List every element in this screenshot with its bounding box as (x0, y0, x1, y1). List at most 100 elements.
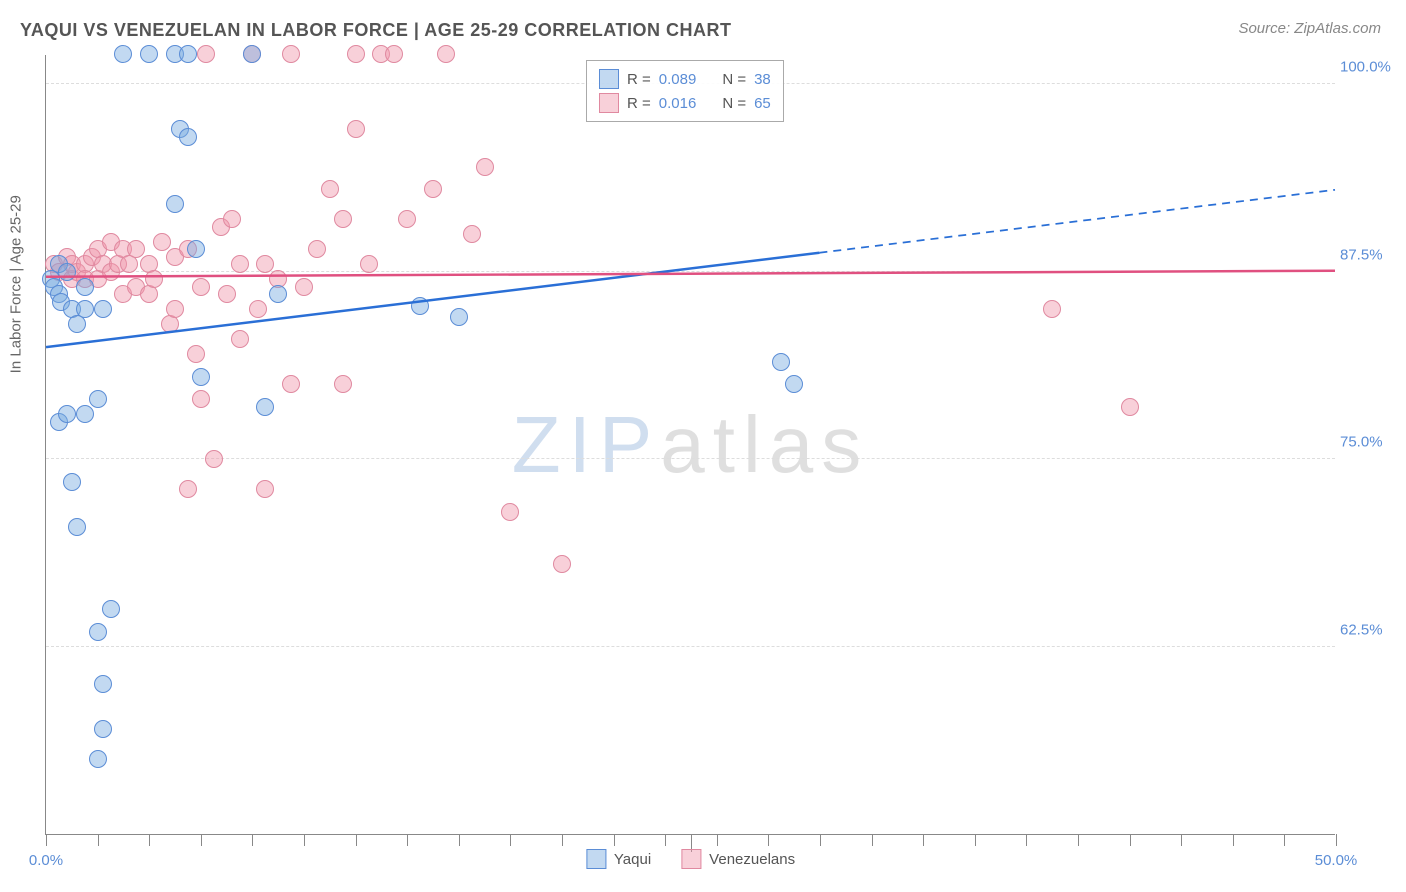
data-point-yaqui (256, 398, 274, 416)
data-point-yaqui (243, 45, 261, 63)
data-point-venezuelans (1043, 300, 1061, 318)
xtick (1078, 834, 1079, 846)
gridline (46, 458, 1335, 459)
data-point-venezuelans (553, 555, 571, 573)
ytick-label: 87.5% (1340, 246, 1400, 263)
xtick (1181, 834, 1182, 846)
chart-area: In Labor Force | Age 25-29 ZIPatlas 62.5… (45, 55, 1335, 835)
r-label: R = (627, 71, 651, 88)
ytick-label: 75.0% (1340, 434, 1400, 451)
xtick (975, 834, 976, 846)
xtick (304, 834, 305, 846)
r-label: R = (627, 95, 651, 112)
data-point-yaqui (94, 300, 112, 318)
legend-label-venezuelans: Venezuelans (709, 851, 795, 868)
trendline-yaqui (46, 253, 819, 347)
xtick (872, 834, 873, 846)
data-point-yaqui (63, 473, 81, 491)
data-point-venezuelans (192, 390, 210, 408)
xtick (252, 834, 253, 846)
watermark-zip: ZIP (512, 400, 660, 489)
legend-item-yaqui: Yaqui (586, 849, 651, 869)
data-point-yaqui (68, 518, 86, 536)
xtick (510, 834, 511, 846)
data-point-venezuelans (223, 210, 241, 228)
xtick (768, 834, 769, 846)
data-point-venezuelans (347, 45, 365, 63)
data-point-venezuelans (145, 270, 163, 288)
data-point-venezuelans (231, 255, 249, 273)
data-point-venezuelans (334, 210, 352, 228)
data-point-venezuelans (437, 45, 455, 63)
watermark: ZIPatlas (512, 399, 869, 491)
series-legend: Yaqui Venezuelans (586, 849, 795, 869)
data-point-venezuelans (256, 255, 274, 273)
data-point-yaqui (450, 308, 468, 326)
data-point-yaqui (94, 675, 112, 693)
data-point-venezuelans (321, 180, 339, 198)
data-point-yaqui (179, 128, 197, 146)
data-point-venezuelans (501, 503, 519, 521)
data-point-venezuelans (166, 300, 184, 318)
data-point-venezuelans (231, 330, 249, 348)
data-point-yaqui (102, 600, 120, 618)
legend-row-yaqui: R = 0.089 N = 38 (599, 67, 771, 91)
data-point-venezuelans (192, 278, 210, 296)
data-point-yaqui (192, 368, 210, 386)
data-point-yaqui (179, 45, 197, 63)
data-point-venezuelans (282, 375, 300, 393)
trendlines (46, 55, 1335, 834)
data-point-yaqui (58, 263, 76, 281)
xtick (201, 834, 202, 846)
xtick-label: 50.0% (1315, 852, 1358, 869)
legend-item-venezuelans: Venezuelans (681, 849, 795, 869)
data-point-venezuelans (360, 255, 378, 273)
n-value-venezuelans: 65 (754, 95, 771, 112)
xtick (717, 834, 718, 846)
swatch-venezuelans-icon (681, 849, 701, 869)
data-point-yaqui (772, 353, 790, 371)
n-label: N = (722, 95, 746, 112)
data-point-venezuelans (385, 45, 403, 63)
gridline (46, 646, 1335, 647)
data-point-venezuelans (334, 375, 352, 393)
data-point-yaqui (187, 240, 205, 258)
r-value-venezuelans: 0.016 (659, 95, 697, 112)
xtick (614, 834, 615, 846)
data-point-yaqui (269, 285, 287, 303)
data-point-yaqui (89, 390, 107, 408)
xtick (665, 834, 666, 846)
data-point-venezuelans (424, 180, 442, 198)
data-point-yaqui (411, 297, 429, 315)
xtick (1284, 834, 1285, 846)
xtick (1130, 834, 1131, 846)
data-point-venezuelans (1121, 398, 1139, 416)
data-point-yaqui (89, 750, 107, 768)
data-point-yaqui (76, 278, 94, 296)
watermark-atlas: atlas (660, 400, 869, 489)
legend-label-yaqui: Yaqui (614, 851, 651, 868)
ytick-label: 62.5% (1340, 621, 1400, 638)
trendline-yaqui-dashed (819, 190, 1335, 253)
r-value-yaqui: 0.089 (659, 71, 697, 88)
xtick (820, 834, 821, 846)
xtick (562, 834, 563, 846)
data-point-yaqui (58, 405, 76, 423)
xtick (1026, 834, 1027, 846)
data-point-venezuelans (205, 450, 223, 468)
data-point-yaqui (76, 300, 94, 318)
data-point-yaqui (114, 45, 132, 63)
data-point-venezuelans (187, 345, 205, 363)
data-point-venezuelans (153, 233, 171, 251)
legend-row-venezuelans: R = 0.016 N = 65 (599, 91, 771, 115)
data-point-venezuelans (249, 300, 267, 318)
data-point-venezuelans (398, 210, 416, 228)
data-point-venezuelans (197, 45, 215, 63)
data-point-yaqui (94, 720, 112, 738)
xtick (98, 834, 99, 846)
data-point-yaqui (166, 195, 184, 213)
data-point-yaqui (785, 375, 803, 393)
stats-legend: R = 0.089 N = 38 R = 0.016 N = 65 (586, 60, 784, 122)
data-point-yaqui (76, 405, 94, 423)
swatch-yaqui (599, 69, 619, 89)
